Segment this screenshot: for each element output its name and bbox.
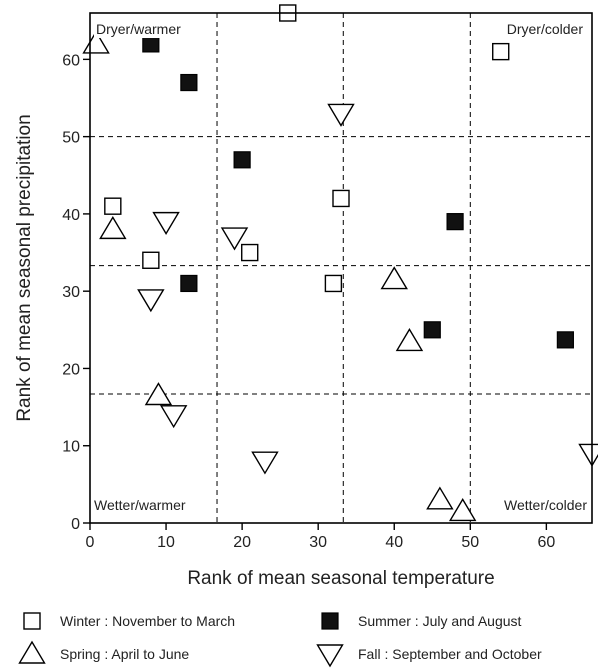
series-1 bbox=[142, 35, 574, 349]
x-tick-label-60: 60 bbox=[537, 534, 555, 551]
point-s3-1 bbox=[152, 211, 180, 236]
x-tick-label-20: 20 bbox=[233, 534, 251, 551]
corner-tr-background bbox=[504, 20, 586, 38]
point-s2-4 bbox=[144, 382, 173, 406]
legend-marker-3 bbox=[316, 644, 344, 668]
point-s1-3 bbox=[446, 213, 464, 231]
point-s2-3 bbox=[395, 328, 424, 352]
point-s1-1 bbox=[180, 73, 198, 92]
y-tick-label-20: 20 bbox=[62, 361, 80, 378]
legend-label-summer: Summer : July and August bbox=[358, 613, 522, 629]
legend-marker-0 bbox=[23, 612, 41, 630]
x-tick-label-40: 40 bbox=[385, 534, 403, 551]
corner-label-bottom-left: Wetter/warmer bbox=[94, 497, 186, 513]
legend: Winter : November to March Summer : July… bbox=[18, 612, 542, 668]
y-tick-label-0: 0 bbox=[71, 516, 80, 533]
point-s3-5 bbox=[251, 451, 279, 475]
point-s2-2 bbox=[380, 266, 408, 290]
x-tick-label-0: 0 bbox=[86, 534, 95, 551]
legend-marker-1 bbox=[321, 612, 339, 630]
legend-marker-2 bbox=[18, 640, 46, 664]
x-tick-label-50: 50 bbox=[461, 534, 479, 551]
point-s3-4 bbox=[159, 405, 188, 429]
point-s3-6 bbox=[578, 443, 598, 467]
legend-label-fall: Fall : September and October bbox=[358, 646, 542, 662]
corner-br-background bbox=[502, 496, 590, 514]
plot-frame bbox=[89, 12, 593, 524]
corner-bl-background bbox=[92, 496, 188, 514]
point-s1-0 bbox=[142, 35, 160, 53]
series-0 bbox=[104, 4, 510, 293]
point-s0-5 bbox=[142, 251, 160, 269]
point-s0-4 bbox=[241, 243, 259, 262]
point-s0-6 bbox=[324, 274, 343, 293]
y-axis-title: Rank of mean seasonal precipitation bbox=[14, 114, 35, 421]
point-s0-3 bbox=[332, 189, 350, 208]
y-tick-label-60: 60 bbox=[62, 52, 80, 69]
series-2 bbox=[82, 30, 477, 522]
legend-label-spring: Spring : April to June bbox=[60, 646, 189, 662]
corner-tl-background bbox=[94, 20, 184, 38]
point-s1-6 bbox=[556, 331, 574, 349]
y-tick-label-50: 50 bbox=[62, 130, 80, 147]
point-s1-2 bbox=[233, 151, 251, 169]
series-3 bbox=[137, 103, 598, 475]
point-s3-0 bbox=[327, 103, 355, 127]
corner-label-top-left: Dryer/warmer bbox=[96, 21, 181, 37]
corner-label-top-right: Dryer/colder bbox=[507, 21, 584, 37]
axes: 0 10 20 30 40 50 60 0 10 20 30 40 50 60 bbox=[62, 52, 555, 551]
point-s0-2 bbox=[104, 197, 122, 215]
x-axis-title: Rank of mean seasonal temperature bbox=[187, 568, 494, 589]
y-tick-label-30: 30 bbox=[62, 284, 80, 301]
x-tick-label-10: 10 bbox=[157, 534, 175, 551]
point-s2-5 bbox=[426, 486, 454, 510]
corner-label-bottom-right: Wetter/colder bbox=[504, 497, 587, 513]
y-tick-label-10: 10 bbox=[62, 439, 80, 456]
point-s1-4 bbox=[180, 274, 198, 293]
point-s2-1 bbox=[99, 215, 127, 240]
legend-label-winter: Winter : November to March bbox=[60, 613, 235, 629]
point-s1-5 bbox=[423, 321, 441, 339]
point-s2-6 bbox=[448, 498, 477, 522]
grid-lines bbox=[90, 13, 592, 523]
x-tick-label-30: 30 bbox=[309, 534, 327, 551]
point-s0-1 bbox=[492, 42, 510, 61]
point-s3-2 bbox=[220, 227, 249, 251]
data-series bbox=[82, 4, 598, 522]
y-tick-label-40: 40 bbox=[62, 207, 80, 224]
point-s3-3 bbox=[137, 289, 165, 313]
